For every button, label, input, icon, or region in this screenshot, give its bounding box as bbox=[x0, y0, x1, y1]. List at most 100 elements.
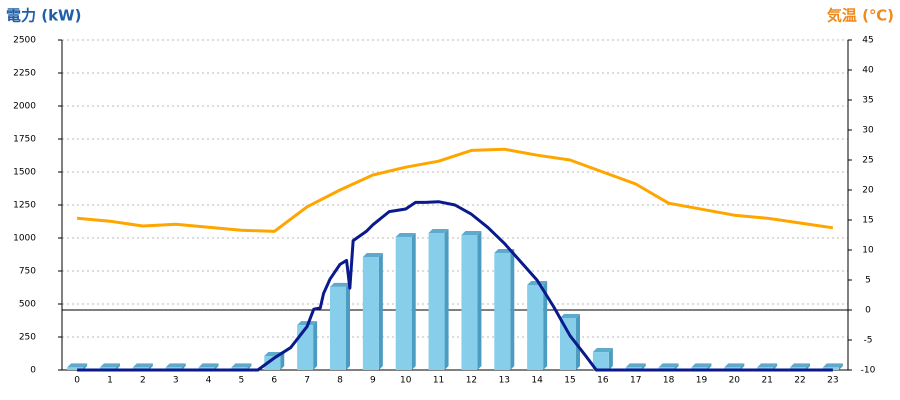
bar-side bbox=[83, 363, 88, 370]
bar-top bbox=[99, 363, 120, 368]
bar-side bbox=[806, 363, 811, 370]
bar-side bbox=[641, 363, 646, 370]
bar-side bbox=[608, 348, 613, 370]
x-tick-label: 2 bbox=[140, 376, 146, 386]
bar-top bbox=[395, 232, 416, 237]
y-tick-label: 2250 bbox=[13, 69, 36, 79]
x-tick-label: 10 bbox=[400, 376, 412, 386]
bar-side bbox=[444, 228, 449, 370]
bar bbox=[362, 257, 379, 370]
y2-tick-label: -5 bbox=[864, 336, 873, 346]
x-tick-label: 22 bbox=[794, 376, 805, 386]
y2-tick-label: 5 bbox=[865, 276, 871, 286]
bar-top bbox=[822, 363, 843, 368]
bar-top bbox=[592, 348, 613, 353]
y-tick-label: 250 bbox=[19, 333, 36, 343]
x-tick-label: 14 bbox=[531, 376, 543, 386]
x-tick-label: 17 bbox=[630, 376, 641, 386]
x-tick-label: 11 bbox=[433, 376, 444, 386]
line bbox=[77, 200, 833, 372]
bar bbox=[67, 367, 84, 370]
bar-top bbox=[329, 282, 350, 287]
bar-top bbox=[724, 363, 745, 368]
bar-side bbox=[707, 363, 712, 370]
y2-tick-label: 20 bbox=[862, 186, 874, 196]
y-tick-label: 1000 bbox=[13, 234, 36, 244]
y2-tick-label: 10 bbox=[862, 246, 874, 256]
x-tick-label: 15 bbox=[564, 376, 575, 386]
x-tick-label: 0 bbox=[74, 376, 80, 386]
y-tick-label: 750 bbox=[19, 267, 36, 277]
x-tick-label: 13 bbox=[499, 376, 510, 386]
bar-side bbox=[477, 230, 482, 370]
y2-tick-label: 45 bbox=[862, 36, 873, 46]
bar bbox=[494, 253, 511, 370]
x-tick-label: 6 bbox=[271, 376, 277, 386]
line bbox=[76, 147, 834, 233]
y2-tick-label: 30 bbox=[862, 126, 874, 136]
x-tick-label: 23 bbox=[827, 376, 838, 386]
y2-tick-label: 35 bbox=[862, 96, 873, 106]
bar-top bbox=[560, 313, 581, 318]
x-tick-label: 7 bbox=[304, 376, 310, 386]
bar-top bbox=[165, 363, 186, 368]
x-tick-label: 19 bbox=[696, 376, 708, 386]
y-tick-label: 1750 bbox=[13, 135, 36, 145]
y2-tick-label: -10 bbox=[861, 366, 876, 376]
y-tick-label: 1500 bbox=[13, 168, 36, 178]
bar bbox=[461, 234, 478, 370]
y2-title: 気温 (℃) bbox=[827, 7, 894, 25]
bar bbox=[527, 284, 544, 370]
x-tick-label: 4 bbox=[206, 376, 212, 386]
bar-side bbox=[543, 280, 548, 370]
bar-top bbox=[428, 228, 449, 233]
y2-tick-label: 25 bbox=[862, 156, 873, 166]
bar-side bbox=[280, 352, 285, 370]
bar bbox=[329, 286, 346, 370]
y2-tick-label: 40 bbox=[862, 66, 874, 76]
bar-side bbox=[181, 363, 186, 370]
bar bbox=[560, 317, 577, 370]
bar-side bbox=[115, 363, 120, 370]
bar-side bbox=[674, 363, 679, 370]
bar-top bbox=[461, 230, 482, 235]
x-tick-label: 8 bbox=[337, 376, 343, 386]
bar-top bbox=[132, 363, 153, 368]
bar-top bbox=[625, 363, 646, 368]
bar-top bbox=[757, 363, 778, 368]
bar-side bbox=[247, 363, 252, 370]
x-tick-label: 3 bbox=[173, 376, 179, 386]
bar-top bbox=[790, 363, 811, 368]
bar-side bbox=[214, 363, 219, 370]
bar-side bbox=[740, 363, 745, 370]
bar-side bbox=[838, 363, 843, 370]
bar-top bbox=[231, 363, 252, 368]
bar bbox=[592, 352, 609, 370]
x-tick-label: 12 bbox=[466, 376, 477, 386]
bar-side bbox=[773, 363, 778, 370]
bar bbox=[264, 356, 281, 370]
bar-top bbox=[691, 363, 712, 368]
y-tick-label: 1250 bbox=[13, 201, 36, 211]
bar-side bbox=[510, 249, 515, 370]
y2-tick-label: 0 bbox=[865, 306, 871, 316]
x-tick-label: 16 bbox=[597, 376, 609, 386]
x-tick-label: 20 bbox=[729, 376, 741, 386]
y-tick-label: 2500 bbox=[13, 36, 36, 46]
y2-tick-label: 15 bbox=[862, 216, 873, 226]
bar-top bbox=[198, 363, 219, 368]
bar-side bbox=[345, 282, 350, 370]
y-tick-label: 500 bbox=[19, 300, 36, 310]
x-tick-label: 5 bbox=[239, 376, 245, 386]
x-tick-label: 9 bbox=[370, 376, 376, 386]
bar bbox=[428, 232, 445, 370]
bar-side bbox=[313, 321, 318, 370]
bar bbox=[297, 325, 314, 370]
x-tick-label: 21 bbox=[761, 376, 772, 386]
bar-side bbox=[576, 313, 581, 370]
bar-side bbox=[378, 253, 383, 370]
bar-top bbox=[362, 253, 383, 258]
bar-side bbox=[148, 363, 153, 370]
x-tick-label: 1 bbox=[107, 376, 113, 386]
